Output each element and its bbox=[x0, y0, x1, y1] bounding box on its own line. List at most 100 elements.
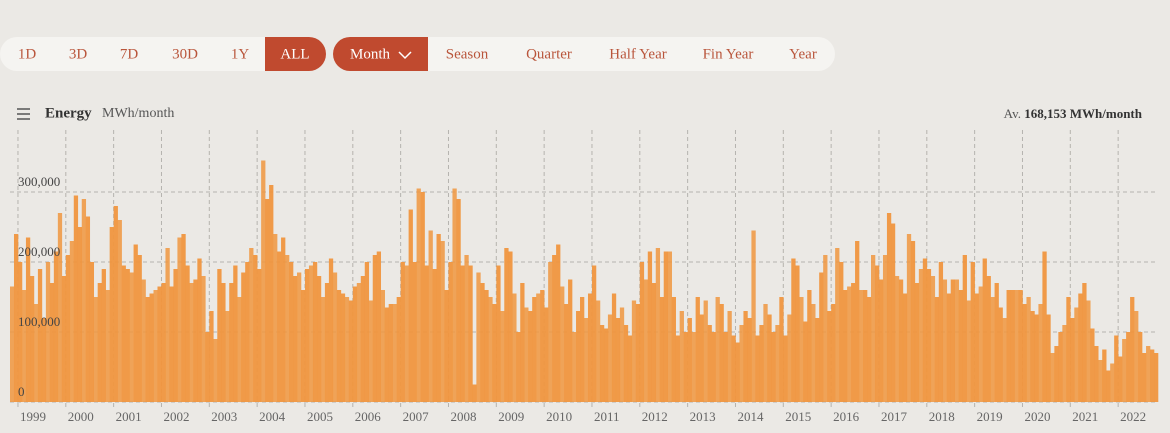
bar bbox=[591, 265, 597, 402]
bar bbox=[193, 279, 198, 402]
bar bbox=[584, 318, 589, 402]
bar bbox=[177, 237, 182, 402]
interval-button[interactable]: Fin Year bbox=[703, 46, 754, 62]
bar bbox=[763, 304, 768, 402]
x-tick-label: 2021 bbox=[1072, 409, 1098, 424]
bar bbox=[775, 325, 780, 402]
bar bbox=[791, 258, 796, 402]
bar bbox=[663, 251, 669, 402]
bar bbox=[599, 325, 605, 402]
range-button[interactable]: 3D bbox=[69, 46, 88, 62]
bar bbox=[392, 304, 397, 402]
bar bbox=[65, 255, 71, 402]
bar bbox=[133, 244, 138, 402]
bar bbox=[627, 335, 633, 402]
chart-title: Energy bbox=[45, 105, 92, 121]
bar bbox=[560, 286, 565, 402]
bar bbox=[408, 209, 413, 402]
bar bbox=[29, 276, 35, 402]
bar bbox=[990, 297, 995, 402]
range-button[interactable]: 1Y bbox=[231, 46, 250, 62]
bar bbox=[918, 269, 924, 402]
bar bbox=[1138, 332, 1143, 402]
bar bbox=[444, 290, 449, 402]
bar bbox=[739, 325, 744, 402]
interval-active-bg bbox=[333, 37, 428, 71]
x-tick-label: 2001 bbox=[116, 409, 142, 424]
bar bbox=[1082, 283, 1087, 402]
range-button[interactable]: 7D bbox=[120, 46, 139, 62]
bar bbox=[308, 265, 314, 402]
bar bbox=[910, 241, 916, 402]
bar bbox=[1074, 307, 1079, 402]
x-tick-label: 2013 bbox=[690, 409, 716, 424]
bar bbox=[942, 279, 948, 402]
bar bbox=[962, 255, 967, 402]
bar bbox=[815, 318, 820, 402]
bar bbox=[922, 258, 928, 402]
bar bbox=[352, 286, 358, 402]
interval-button[interactable]: Season bbox=[446, 46, 489, 62]
bar bbox=[320, 297, 326, 402]
bar bbox=[1010, 290, 1015, 402]
bar bbox=[57, 213, 63, 402]
bar bbox=[1106, 370, 1111, 402]
bar bbox=[727, 311, 732, 402]
bar bbox=[249, 248, 254, 402]
bar bbox=[293, 276, 298, 402]
bar bbox=[149, 293, 154, 402]
interval-button[interactable]: Month bbox=[350, 46, 391, 62]
bar bbox=[456, 199, 461, 402]
bar bbox=[324, 283, 330, 402]
bar bbox=[966, 300, 971, 402]
bar bbox=[639, 262, 645, 402]
bar bbox=[731, 335, 736, 402]
bar bbox=[699, 314, 704, 402]
bar bbox=[297, 272, 302, 402]
y-tick-label: 100,000 bbox=[18, 314, 60, 329]
bar bbox=[655, 248, 661, 402]
average-value: 168,153 MWh/month bbox=[1024, 106, 1143, 121]
bar bbox=[137, 255, 142, 402]
x-tick-label: 2012 bbox=[642, 409, 668, 424]
bar bbox=[667, 251, 672, 402]
bar bbox=[580, 297, 585, 402]
bar bbox=[245, 262, 250, 402]
bar bbox=[886, 213, 892, 402]
bar bbox=[703, 300, 708, 402]
bar bbox=[1122, 339, 1127, 402]
interval-button[interactable]: Half Year bbox=[609, 46, 667, 62]
bar bbox=[348, 300, 354, 402]
bar bbox=[795, 265, 800, 402]
bar bbox=[974, 293, 979, 402]
bar bbox=[532, 297, 537, 402]
x-tick-label: 2007 bbox=[403, 409, 430, 424]
bar bbox=[1026, 297, 1031, 402]
bar bbox=[420, 192, 425, 402]
bar bbox=[173, 269, 178, 402]
bar bbox=[1042, 251, 1047, 402]
bar bbox=[428, 230, 433, 402]
range-button[interactable]: 30D bbox=[172, 46, 198, 62]
bar bbox=[926, 269, 932, 402]
bar bbox=[448, 262, 453, 402]
range-button[interactable]: 1D bbox=[18, 46, 37, 62]
bar bbox=[336, 290, 342, 402]
interval-button[interactable]: Quarter bbox=[526, 46, 572, 62]
bar bbox=[221, 283, 226, 402]
bar bbox=[890, 223, 896, 402]
bar bbox=[1030, 311, 1035, 402]
bar bbox=[153, 290, 158, 402]
bar bbox=[711, 332, 716, 402]
bar bbox=[500, 311, 505, 402]
interval-button[interactable]: Year bbox=[789, 46, 817, 62]
range-group bbox=[0, 37, 326, 71]
bar bbox=[970, 262, 975, 402]
bar bbox=[695, 297, 700, 402]
range-button[interactable]: ALL bbox=[280, 46, 309, 62]
bar bbox=[647, 251, 653, 402]
bar bbox=[771, 332, 776, 402]
bar bbox=[572, 332, 577, 402]
bar bbox=[97, 283, 102, 402]
